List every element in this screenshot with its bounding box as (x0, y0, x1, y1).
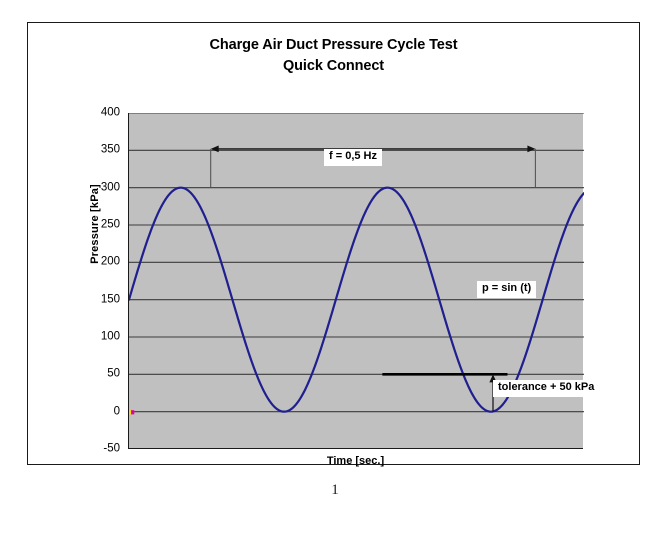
y-axis-tick-label: 100 (100, 330, 120, 343)
chart-canvas (129, 113, 584, 415)
origin-marker-swatch (131, 410, 135, 415)
y-axis-tick-label: 400 (100, 106, 120, 119)
y-axis-tick-label: 350 (100, 143, 120, 156)
gridlines (129, 113, 584, 413)
document-page-frame: Charge Air Duct Pressure Cycle Test Quic… (27, 22, 640, 467)
frequency-span-arrow (210, 145, 536, 188)
y-axis-tick-label: -50 (103, 442, 120, 455)
y-axis-tick-label: 150 (100, 292, 120, 305)
tolerance-annotation-label: tolerance + 50 kPa (493, 380, 600, 397)
y-axis-tick-label: 0 (113, 404, 120, 417)
y-axis-tick-label: 50 (107, 367, 120, 380)
chart-title: Charge Air Duct Pressure Cycle Test Quic… (28, 35, 639, 77)
y-axis-tick-label: 300 (100, 180, 120, 193)
y-axis-tick-label: 200 (100, 255, 120, 268)
chart-title-line-2: Quick Connect (282, 58, 385, 75)
y-axis-tick-labels: 400 350 300 250 200 150 100 50 0 -50 (76, 23, 120, 543)
y-axis-tick-label: 250 (100, 218, 120, 231)
chart-title-line-1: Charge Air Duct Pressure Cycle Test (209, 37, 458, 53)
x-axis-title: Time [sec.] (326, 455, 385, 467)
frequency-annotation-label: f = 0,5 Hz (324, 149, 382, 166)
origin-marker (129, 410, 135, 415)
origin-marker-swatch (129, 410, 132, 415)
page-number: 1 (331, 482, 339, 498)
equation-annotation-label: p = sin (t) (477, 281, 537, 298)
